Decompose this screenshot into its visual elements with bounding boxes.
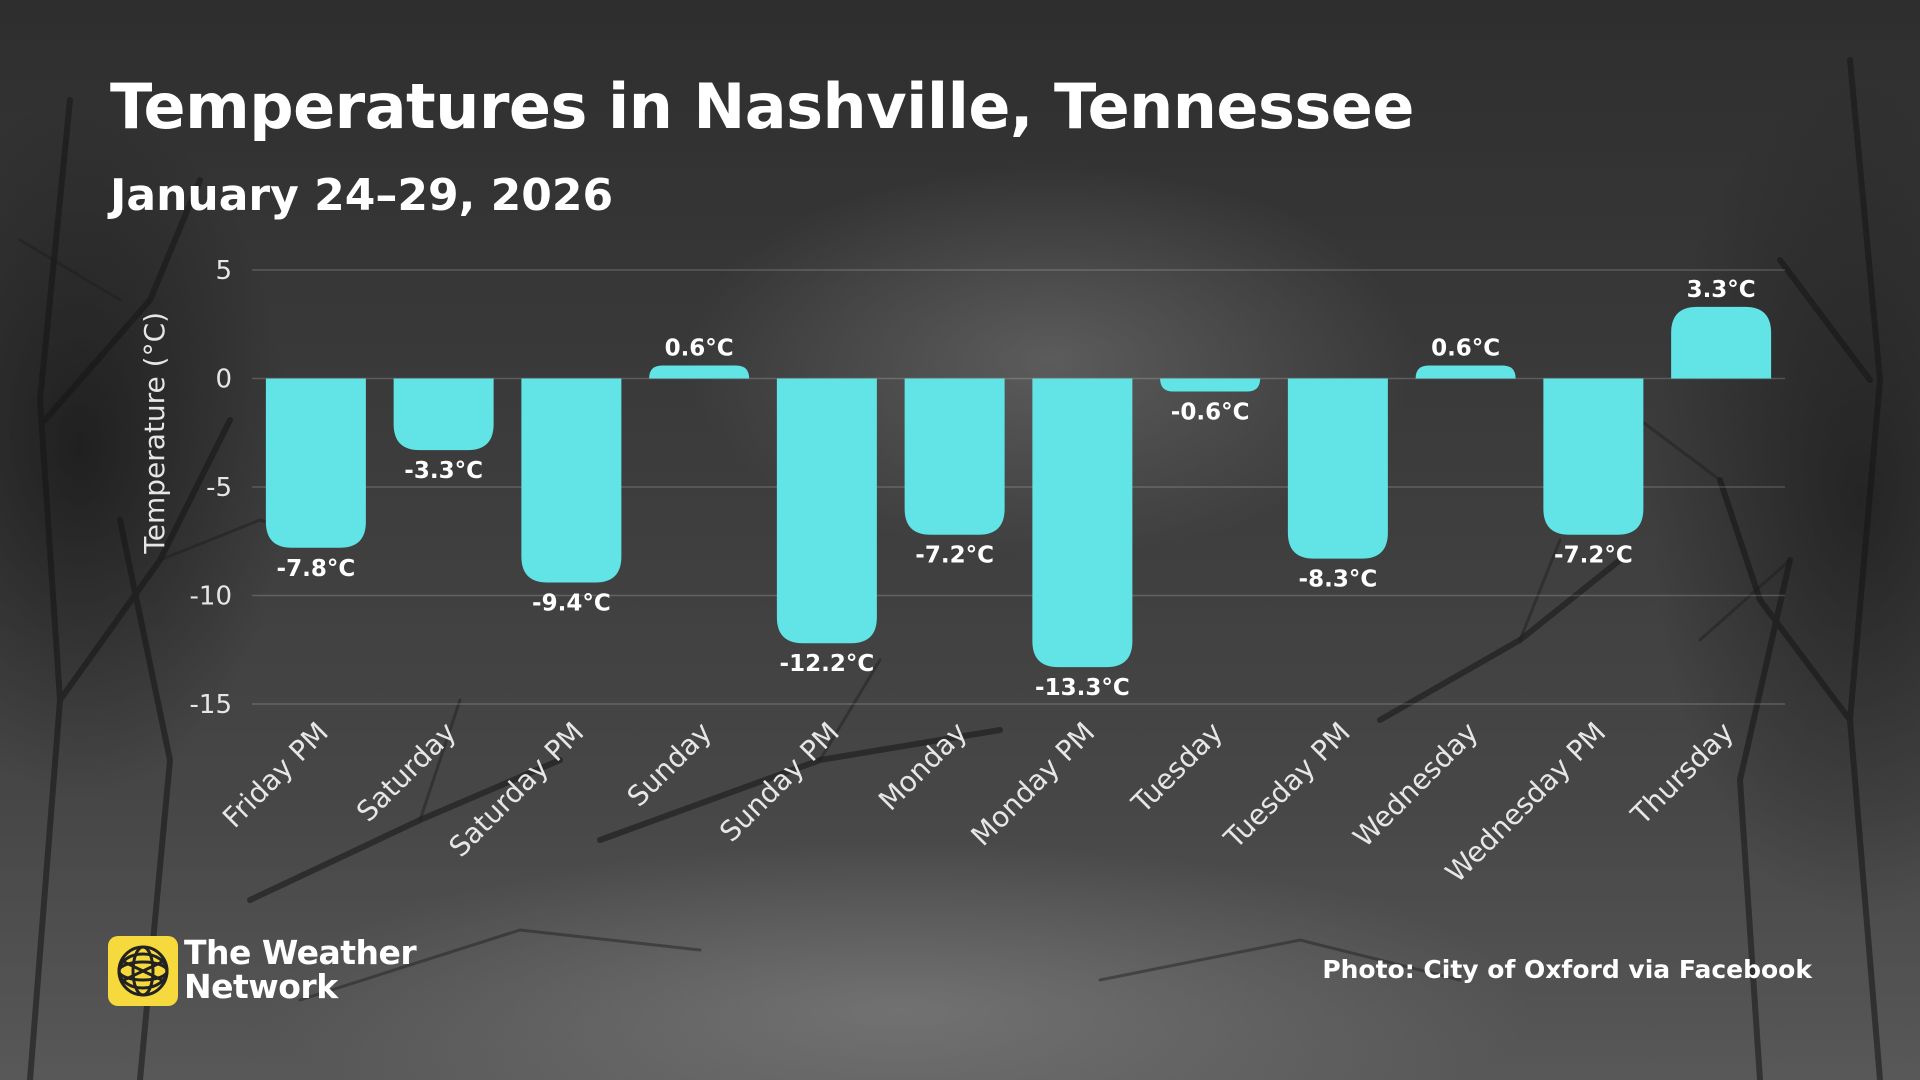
x-tick-label: Thursday: [1624, 716, 1740, 832]
data-label: -13.3°C: [1035, 675, 1130, 701]
x-tick-label: Wednesday: [1347, 716, 1485, 854]
data-label: 0.6°C: [1431, 335, 1500, 361]
bar: [1287, 378, 1388, 559]
x-tick-label: Monday PM: [965, 716, 1102, 853]
y-tick-label: -15: [190, 690, 232, 720]
data-label: -3.3°C: [404, 458, 483, 484]
bar: [265, 378, 366, 548]
data-label: -7.2°C: [915, 543, 994, 569]
weather-network-logo: [108, 936, 178, 1006]
y-tick-label: -10: [190, 582, 232, 612]
y-tick-label: -5: [206, 473, 232, 503]
x-tick-label: Saturday: [350, 716, 463, 829]
bar: [1671, 306, 1772, 379]
y-tick-label: 0: [215, 365, 232, 395]
data-label: -12.2°C: [780, 651, 875, 677]
x-tick-label: Sunday PM: [713, 716, 846, 849]
brand-line-1: The Weather: [184, 933, 417, 972]
bar: [904, 378, 1005, 535]
bar: [1032, 378, 1133, 668]
data-label: -0.6°C: [1171, 400, 1250, 426]
globe-icon: [117, 945, 169, 997]
x-tick-label: Sunday: [621, 716, 718, 813]
brand-line-2: Network: [184, 967, 338, 1006]
data-label: -9.4°C: [532, 590, 611, 616]
y-tick-label: 5: [215, 256, 232, 286]
bar: [649, 365, 750, 379]
data-label: -7.2°C: [1554, 543, 1633, 569]
bar: [776, 378, 877, 644]
data-label: 3.3°C: [1687, 277, 1756, 303]
bar: [1160, 378, 1261, 392]
bar: [393, 378, 494, 451]
bar: [1415, 365, 1516, 379]
chart-subtitle: January 24–29, 2026: [110, 170, 614, 221]
x-tick-label: Saturday PM: [442, 716, 590, 864]
data-label: -7.8°C: [277, 556, 356, 582]
bar: [521, 378, 622, 583]
x-tick-label: Monday: [872, 716, 974, 818]
chart-title: Temperatures in Nashville, Tennessee: [110, 70, 1414, 143]
photo-credit: Photo: City of Oxford via Facebook: [1322, 955, 1812, 984]
x-tick-label: Friday PM: [216, 716, 335, 835]
data-label: -8.3°C: [1299, 567, 1378, 593]
x-tick-label: Tuesday: [1124, 716, 1229, 821]
brand-name: The Weather Network: [184, 933, 417, 1006]
y-axis-label: Temperature (°C): [138, 312, 171, 555]
data-label: 0.6°C: [665, 335, 734, 361]
x-tick-label: Tuesday PM: [1217, 716, 1357, 856]
bar: [1543, 378, 1644, 535]
